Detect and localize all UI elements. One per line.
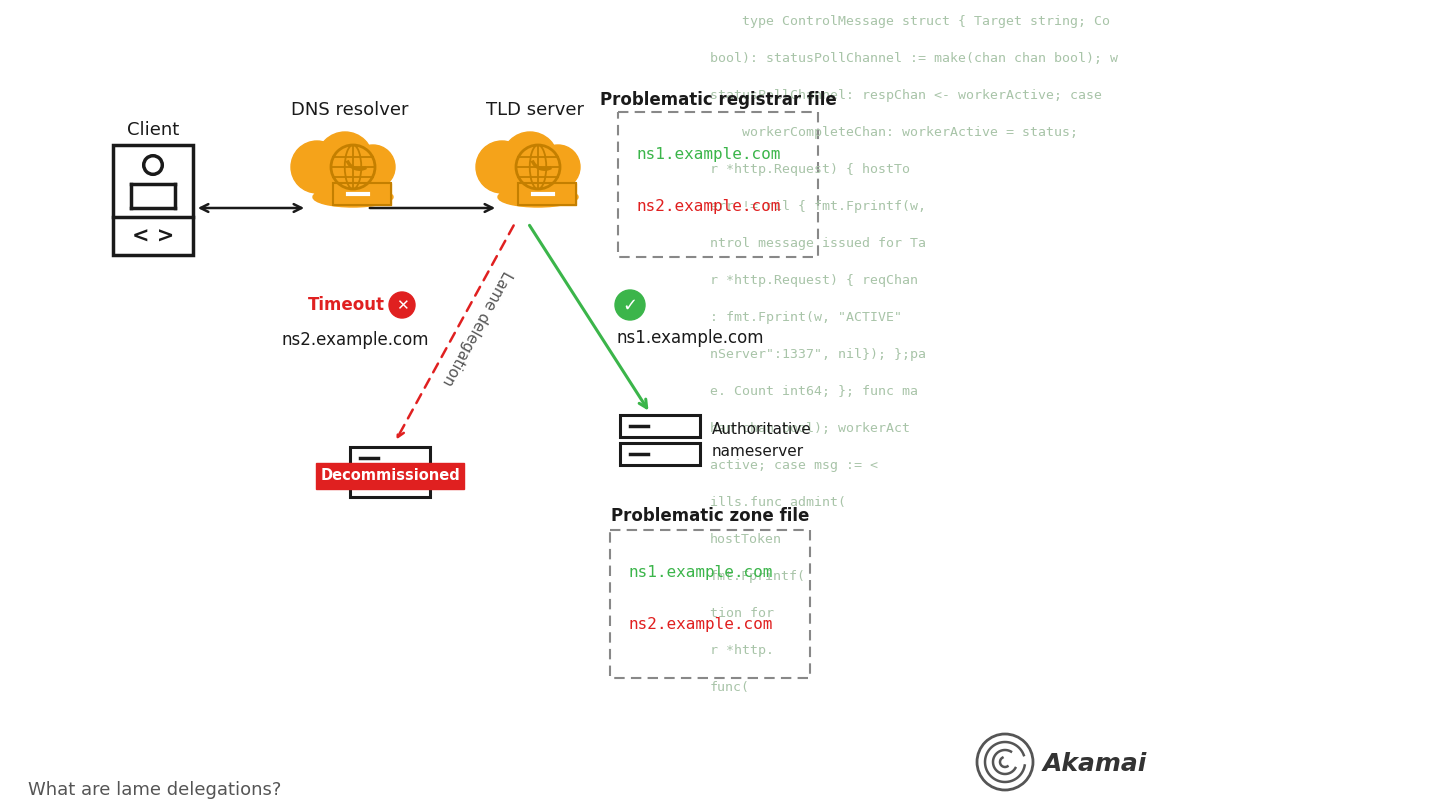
Text: active; case msg := <: active; case msg := < [710, 459, 878, 472]
Circle shape [503, 132, 559, 188]
Text: Timeout: Timeout [308, 296, 384, 314]
Bar [112, 145, 193, 255]
Text: r *http.Request) { hostTo: r *http.Request) { hostTo [710, 163, 910, 176]
Bar [312, 173, 374, 185]
Bar [498, 173, 560, 185]
Circle shape [351, 145, 395, 189]
Text: ns2.example.com: ns2.example.com [281, 331, 429, 349]
Text: r *http.: r *http. [710, 644, 775, 657]
Text: nameserver: nameserver [711, 444, 804, 458]
Text: han chan bool); workerAct: han chan bool); workerAct [710, 422, 910, 435]
Text: workerCompleteChan: workerActive = status;: workerCompleteChan: workerActive = statu… [710, 126, 1079, 139]
FancyBboxPatch shape [611, 530, 809, 678]
Bar [315, 463, 464, 489]
Text: TLD server: TLD server [487, 101, 585, 119]
Text: func(: func( [710, 681, 750, 694]
Text: ns1.example.com: ns1.example.com [616, 329, 763, 347]
Circle shape [389, 292, 415, 318]
Ellipse shape [498, 187, 577, 207]
Text: hostToken: hostToken [710, 533, 782, 546]
Text: ns1.example.com: ns1.example.com [636, 147, 780, 161]
Circle shape [291, 141, 343, 193]
Text: e. Count int64; }; func ma: e. Count int64; }; func ma [710, 385, 919, 398]
Circle shape [521, 157, 562, 197]
Text: r *http.Request) { reqChan: r *http.Request) { reqChan [710, 274, 919, 287]
Circle shape [615, 290, 645, 320]
Text: ✓: ✓ [622, 297, 638, 315]
Text: bool): statusPollChannel := make(chan chan bool); w: bool): statusPollChannel := make(chan ch… [710, 52, 1117, 65]
Bar [333, 183, 392, 205]
Circle shape [308, 155, 351, 199]
Text: Decommissioned: Decommissioned [320, 468, 459, 484]
FancyBboxPatch shape [618, 112, 818, 257]
Text: ntrol message issued for Ta: ntrol message issued for Ta [710, 237, 926, 250]
Circle shape [144, 156, 163, 174]
Text: ns1.example.com: ns1.example.com [628, 565, 772, 579]
Circle shape [516, 145, 560, 189]
Bar [518, 183, 576, 205]
Text: : fmt.Fprint(w, "ACTIVE": : fmt.Fprint(w, "ACTIVE" [710, 311, 901, 324]
Circle shape [976, 734, 1032, 790]
Bar [333, 183, 392, 205]
Circle shape [492, 155, 537, 199]
Text: statusPollChannel: respChan <- workerActive; case: statusPollChannel: respChan <- workerAct… [710, 89, 1102, 102]
Text: ns2.example.com: ns2.example.com [636, 199, 780, 215]
Bar [621, 415, 700, 437]
Text: Lame delegation: Lame delegation [439, 267, 514, 387]
Circle shape [477, 141, 528, 193]
Text: < >: < > [132, 226, 174, 245]
Text: fmt.Fprintf(: fmt.Fprintf( [710, 570, 806, 583]
Text: type ControlMessage struct { Target string; Co: type ControlMessage struct { Target stri… [710, 15, 1110, 28]
Bar [621, 443, 700, 465]
Circle shape [317, 132, 373, 188]
Text: Problematic zone file: Problematic zone file [611, 507, 809, 525]
Bar [350, 475, 431, 497]
Text: ills.func admint(: ills.func admint( [710, 496, 847, 509]
Bar [518, 183, 576, 205]
Text: tion for: tion for [710, 607, 775, 620]
Circle shape [337, 157, 377, 197]
Ellipse shape [312, 187, 393, 207]
Text: ns2.example.com: ns2.example.com [628, 617, 772, 633]
Text: err != nil { fmt.Fprintf(w,: err != nil { fmt.Fprintf(w, [710, 200, 926, 213]
Text: Problematic registrar file: Problematic registrar file [599, 91, 837, 109]
Circle shape [536, 145, 580, 189]
Text: Client: Client [127, 121, 179, 139]
Circle shape [331, 145, 374, 189]
Text: DNS resolver: DNS resolver [291, 101, 409, 119]
Text: What are lame delegations?: What are lame delegations? [27, 781, 281, 799]
Text: nServer":1337", nil}); };pa: nServer":1337", nil}); };pa [710, 348, 926, 361]
Text: ✕: ✕ [396, 299, 409, 313]
Text: Akamai: Akamai [1043, 752, 1148, 776]
Text: Authoritative: Authoritative [711, 421, 812, 437]
Bar [350, 447, 431, 469]
